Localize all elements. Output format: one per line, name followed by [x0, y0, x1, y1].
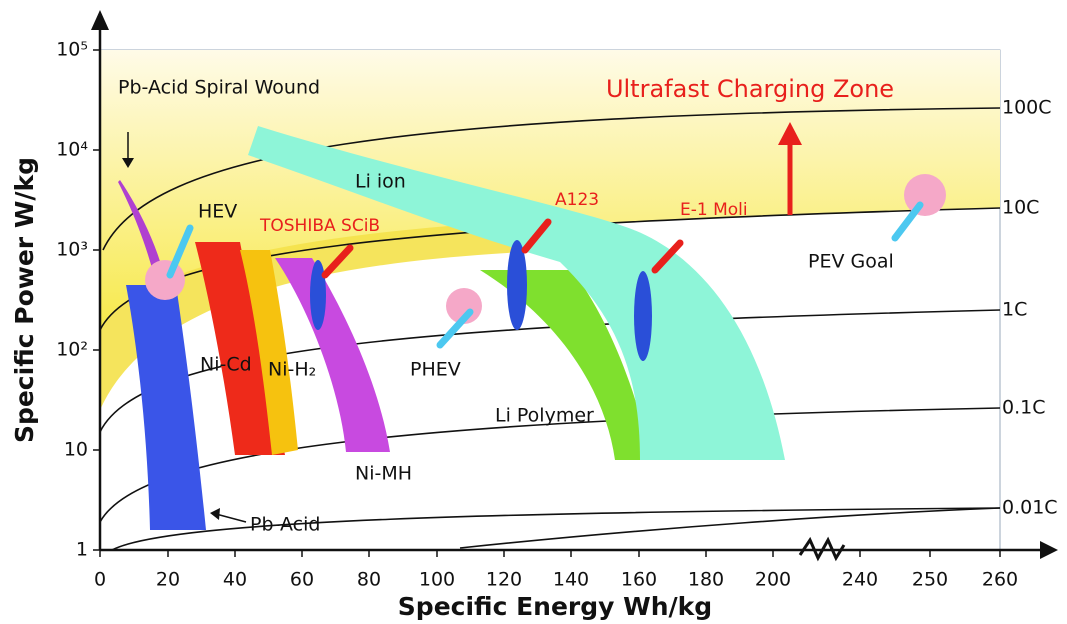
x-tick-label: 120: [486, 569, 522, 591]
label: PHEV: [410, 359, 461, 381]
label: Ni-MH: [355, 463, 412, 485]
label: PEV Goal: [808, 251, 894, 273]
y-tick-label: 10²: [56, 339, 88, 361]
label: A123: [555, 190, 599, 210]
label: Ni-Cd: [200, 354, 252, 376]
x-tick-label: 160: [621, 569, 657, 591]
c-rate-label: 0.1C: [1002, 397, 1045, 419]
y-tick-label: 10: [64, 439, 88, 461]
y-tick-label: 10⁵: [56, 39, 88, 61]
x-tick-label: 140: [553, 569, 589, 591]
x-tick-label: 240: [842, 569, 878, 591]
ragone-chart: 0 20 40 60 80 100 120 140 160 180 200 240 250 260 1 10…: [0, 0, 1067, 624]
y-tick-label: 10³: [56, 239, 88, 261]
x-tick-label: 40: [223, 569, 247, 591]
c-rate-labels: 100C 10C 1C 0.1C 0.01C: [1002, 97, 1058, 519]
c-rate-label: 0.01C: [1002, 497, 1058, 519]
c-rate-label: 10C: [1002, 197, 1039, 219]
c-rate-label: 1C: [1002, 299, 1027, 321]
label: TOSHIBA SCiB: [259, 216, 380, 236]
label: Li Polymer: [495, 405, 594, 427]
label: Ni-H₂: [268, 359, 316, 381]
x-tick-label: 180: [688, 569, 724, 591]
x-tick-label: 200: [755, 569, 791, 591]
label: Pb-Acid Spiral Wound: [118, 77, 320, 99]
x-ticks: 0 20 40 60 80 100 120 140 160 180 200 240 250 260: [94, 550, 1018, 591]
x-tick-label: 260: [982, 569, 1018, 591]
label: Pb-Acid: [250, 514, 320, 536]
y-axis-title: Specific Power W/kg: [10, 157, 39, 443]
x-tick-label: 100: [419, 569, 455, 591]
x-tick-label: 0: [94, 569, 106, 591]
x-tick-label: 80: [357, 569, 381, 591]
zone-title: Ultrafast Charging Zone: [606, 75, 894, 103]
x-tick-label: 250: [912, 569, 948, 591]
label: E-1 Moli: [680, 200, 748, 220]
x-tick-label: 60: [290, 569, 314, 591]
y-ticks: 1 10 10² 10³ 10⁴ 10⁵: [56, 39, 100, 561]
label: HEV: [198, 201, 237, 223]
y-tick-label: 1: [76, 539, 88, 561]
y-tick-label: 10⁴: [56, 139, 88, 161]
x-axis-title: Specific Energy Wh/kg: [398, 592, 712, 621]
x-tick-label: 20: [156, 569, 180, 591]
label: Li ion: [355, 171, 406, 193]
c-rate-label: 100C: [1002, 97, 1052, 119]
